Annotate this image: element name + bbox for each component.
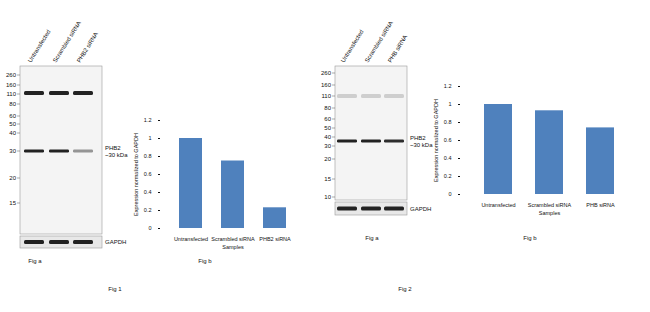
svg-text:Fig 1: Fig 1 — [108, 286, 122, 292]
svg-text:GAPDH: GAPDH — [105, 239, 126, 245]
svg-text:~30 kDa: ~30 kDa — [105, 152, 128, 158]
svg-text:0.2: 0.2 — [444, 173, 452, 179]
svg-text:Scrambled siRNA: Scrambled siRNA — [211, 236, 255, 242]
svg-text:Scrambled siRNA: Scrambled siRNA — [51, 20, 82, 64]
svg-text:Fig b: Fig b — [198, 258, 212, 264]
svg-text:0: 0 — [148, 225, 151, 231]
svg-text:160: 160 — [321, 82, 332, 88]
svg-text:10: 10 — [324, 194, 331, 200]
svg-text:160: 160 — [6, 82, 17, 88]
svg-text:50: 50 — [9, 121, 16, 127]
svg-text:0: 0 — [448, 191, 451, 197]
svg-text:Fig a: Fig a — [365, 235, 379, 241]
svg-text:0.6: 0.6 — [444, 137, 452, 143]
svg-text:Fig b: Fig b — [523, 235, 537, 241]
svg-text:80: 80 — [9, 101, 16, 107]
svg-text:30: 30 — [324, 143, 331, 149]
svg-text:Untransfected: Untransfected — [174, 236, 208, 242]
svg-text:GAPDH: GAPDH — [410, 206, 431, 212]
svg-text:15: 15 — [324, 176, 331, 182]
svg-text:Expression normalized to GAPDH: Expression normalized to GAPDH — [433, 99, 439, 182]
svg-text:40: 40 — [9, 130, 16, 136]
svg-text:1.2: 1.2 — [144, 117, 152, 123]
svg-text:Scrambled siRNA: Scrambled siRNA — [528, 202, 572, 208]
svg-text:Fig a: Fig a — [28, 258, 42, 264]
svg-text:40: 40 — [324, 134, 331, 140]
svg-text:0.2: 0.2 — [144, 207, 152, 213]
svg-text:0.8: 0.8 — [444, 119, 452, 125]
svg-text:Samples: Samples — [539, 210, 561, 216]
svg-text:PHB2 siRNA: PHB2 siRNA — [76, 31, 99, 63]
svg-text:Expression normalized to GAPDH: Expression normalized to GAPDH — [133, 133, 139, 216]
svg-text:20: 20 — [9, 175, 16, 181]
svg-text:0.4: 0.4 — [144, 189, 152, 195]
svg-text:60: 60 — [9, 113, 16, 119]
svg-text:Untransfected: Untransfected — [340, 29, 365, 64]
svg-text:80: 80 — [324, 105, 331, 111]
svg-text:110: 110 — [6, 91, 16, 97]
svg-text:PHB2: PHB2 — [105, 145, 121, 151]
svg-text:Untransfected: Untransfected — [27, 29, 52, 64]
svg-text:Fig 2: Fig 2 — [398, 286, 412, 292]
svg-text:~30 kDa: ~30 kDa — [410, 142, 433, 148]
svg-text:30: 30 — [9, 148, 16, 154]
svg-text:1: 1 — [148, 135, 151, 141]
svg-text:PHB2 siRNA: PHB2 siRNA — [259, 236, 291, 242]
svg-text:50: 50 — [324, 125, 331, 131]
svg-text:20: 20 — [324, 156, 331, 162]
svg-text:PHB siRNA: PHB siRNA — [387, 34, 409, 63]
svg-text:1.2: 1.2 — [444, 83, 452, 89]
svg-text:1: 1 — [448, 101, 451, 107]
svg-text:PHB siRNA: PHB siRNA — [586, 202, 615, 208]
svg-text:PHB2: PHB2 — [410, 135, 426, 141]
svg-text:Untransfected: Untransfected — [481, 202, 515, 208]
svg-text:0.8: 0.8 — [144, 153, 152, 159]
svg-text:260: 260 — [321, 70, 332, 76]
svg-text:15: 15 — [9, 200, 16, 206]
svg-text:260: 260 — [6, 72, 17, 78]
svg-text:60: 60 — [324, 116, 331, 122]
svg-text:Scrambled siRNA: Scrambled siRNA — [363, 20, 394, 64]
svg-text:0.4: 0.4 — [444, 155, 452, 161]
svg-text:0.6: 0.6 — [144, 171, 152, 177]
svg-text:Samples: Samples — [222, 244, 244, 250]
svg-text:110: 110 — [321, 93, 331, 99]
